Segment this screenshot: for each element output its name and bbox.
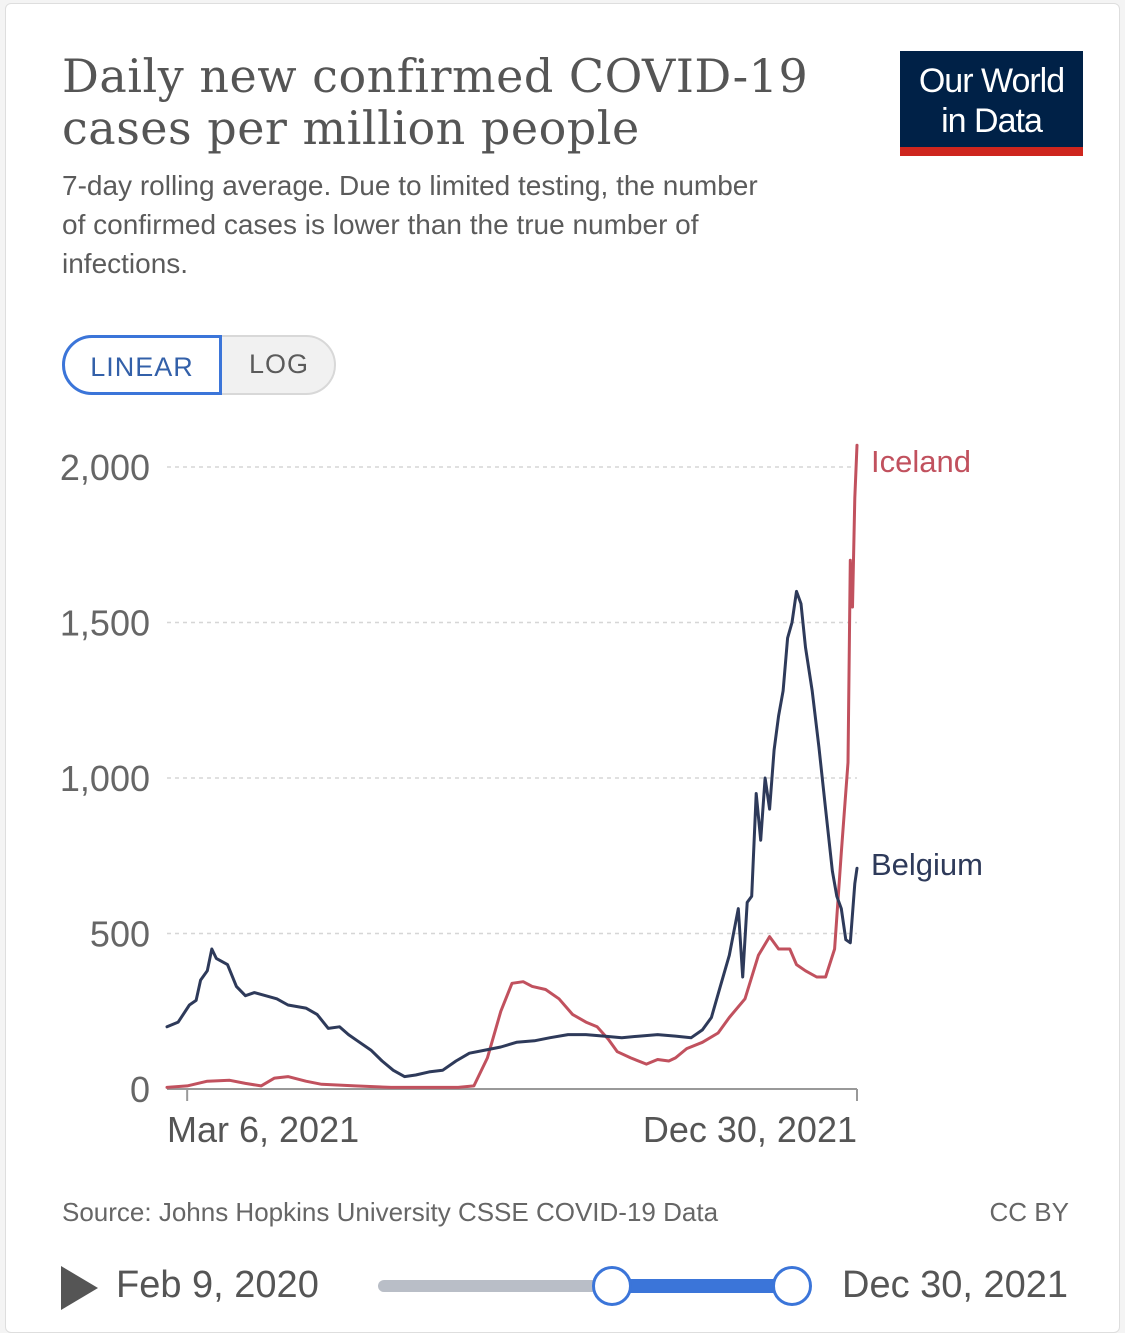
- chart-card: Daily new confirmed COVID-19 cases per m…: [5, 3, 1120, 1333]
- timeline-selected-range: [612, 1279, 792, 1293]
- timeline-end-label: Dec 30, 2021: [842, 1264, 1069, 1306]
- license-link[interactable]: CC BY: [989, 1197, 1069, 1227]
- log-scale-button[interactable]: LOG: [248, 349, 310, 379]
- source-text: Source: Johns Hopkins University CSSE CO…: [62, 1197, 719, 1227]
- chart-subtitle: 7-day rolling average. Due to limited te…: [62, 170, 758, 279]
- logo-line-2: in Data: [941, 102, 1043, 140]
- series-line-belgium: [165, 589, 859, 1079]
- series-line-iceland: [165, 443, 859, 1089]
- y-tick-label: 1,500: [60, 603, 150, 644]
- x-tick-label: Mar 6, 2021: [167, 1109, 359, 1150]
- timeline-end-handle[interactable]: [772, 1266, 812, 1306]
- y-tick-label: 2,000: [60, 447, 150, 488]
- owid-logo[interactable]: Our World in Data: [900, 51, 1083, 156]
- timeline-start-label: Feb 9, 2020: [116, 1264, 319, 1306]
- y-tick-label: 1,000: [60, 758, 150, 799]
- logo-line-1: Our World: [918, 62, 1065, 100]
- y-tick-label: 500: [90, 914, 150, 955]
- chart-title: Daily new confirmed COVID-19 cases per m…: [62, 49, 809, 155]
- timeline-start-handle[interactable]: [591, 1266, 632, 1306]
- play-icon[interactable]: [61, 1266, 98, 1310]
- x-tick-label: Dec 30, 2021: [643, 1109, 857, 1150]
- scale-toggle: LINEAR LOG: [62, 335, 336, 395]
- linear-scale-button[interactable]: LINEAR: [62, 335, 222, 395]
- series-label-belgium: Belgium: [871, 847, 983, 882]
- series-label-iceland: Iceland: [871, 444, 971, 479]
- y-tick-label: 0: [130, 1069, 150, 1110]
